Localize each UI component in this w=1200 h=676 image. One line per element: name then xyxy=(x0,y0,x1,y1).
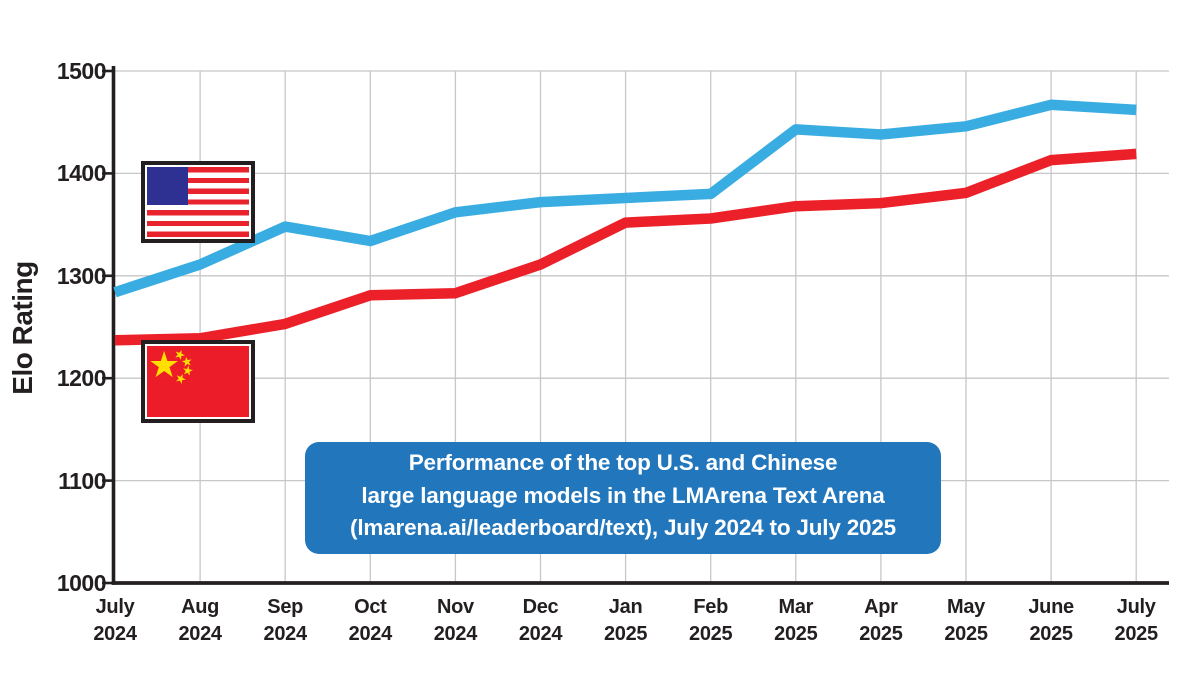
x-tick-year: 2025 xyxy=(1114,623,1159,645)
x-tick-year: 2025 xyxy=(859,623,903,645)
caption-box: Performance of the top U.S. and Chinese … xyxy=(305,442,941,554)
x-tick-month: Feb xyxy=(693,596,729,618)
x-tick-year: 2024 xyxy=(433,623,478,645)
x-tick-label: July 2025 xyxy=(1091,594,1181,648)
x-tick-month: July xyxy=(95,596,135,618)
y-tick-label: 1300 xyxy=(56,262,107,289)
caption-line-2: large language models in the LMArena Tex… xyxy=(361,482,885,508)
x-tick-month: May xyxy=(946,596,985,618)
x-tick-year: 2024 xyxy=(263,623,308,645)
x-tick-year: 2025 xyxy=(774,623,818,645)
us-flag-icon xyxy=(141,161,255,243)
x-tick-year: 2025 xyxy=(689,623,733,645)
x-tick-label: Dec 2024 xyxy=(496,594,586,648)
x-tick-month: Apr xyxy=(864,596,898,618)
x-tick-year: 2025 xyxy=(944,623,988,645)
x-tick-year: 2025 xyxy=(603,623,648,645)
x-tick-label: May 2025 xyxy=(921,594,1011,648)
series-line-us xyxy=(113,99,1137,298)
china-flag-icon: ★ ★ ★ ★ ★ xyxy=(141,340,255,423)
x-tick-month: Mar xyxy=(778,596,814,618)
china-flag-large-star: ★ xyxy=(148,346,181,385)
x-tick-label: June 2025 xyxy=(1006,594,1096,648)
x-tick-month: July xyxy=(1116,596,1156,618)
x-tick-label: Sep 2024 xyxy=(240,594,330,648)
x-tick-label: Jan 2025 xyxy=(581,594,671,648)
x-tick-label: Aug 2024 xyxy=(155,594,245,648)
x-tick-label: July 2024 xyxy=(70,594,160,648)
x-tick-month: Sep xyxy=(267,596,304,618)
china-flag-field: ★ ★ ★ ★ ★ xyxy=(147,346,249,417)
y-axis-title: Elo Rating xyxy=(7,261,38,395)
x-tick-year: 2024 xyxy=(518,623,563,645)
us-flag-canton xyxy=(147,167,189,205)
x-tick-label: Feb 2025 xyxy=(666,594,756,648)
x-tick-month: Aug xyxy=(181,596,220,618)
x-tick-year: 2025 xyxy=(1029,623,1073,645)
y-tick-label: 1500 xyxy=(56,58,107,84)
x-tick-year: 2024 xyxy=(93,623,137,645)
caption-line-1: Performance of the top U.S. and Chinese xyxy=(408,450,838,475)
y-tick-label: 1100 xyxy=(58,467,106,494)
china-flag-background xyxy=(147,346,249,417)
caption-line-3: (lmarena.ai/leaderboard/text), July 2024… xyxy=(350,515,896,540)
x-tick-label: Apr 2025 xyxy=(836,594,926,648)
y-tick-label: 1400 xyxy=(56,160,107,187)
x-tick-month: Oct xyxy=(354,596,387,618)
x-tick-year: 2024 xyxy=(178,623,222,645)
x-tick-label: Oct 2024 xyxy=(325,594,415,648)
y-tick-label: 1200 xyxy=(56,365,107,392)
x-tick-month: Dec xyxy=(522,596,559,618)
us-flag-field xyxy=(147,167,249,237)
x-tick-month: Nov xyxy=(436,596,474,618)
series-line-china xyxy=(114,148,1137,346)
x-tick-year: 2024 xyxy=(348,623,393,645)
x-tick-month: Jan xyxy=(608,596,643,618)
x-tick-month: June xyxy=(1028,596,1074,618)
x-tick-label: Mar 2025 xyxy=(751,594,841,648)
y-tick-label: 1000 xyxy=(56,570,107,596)
x-tick-label: Nov 2024 xyxy=(410,594,500,648)
